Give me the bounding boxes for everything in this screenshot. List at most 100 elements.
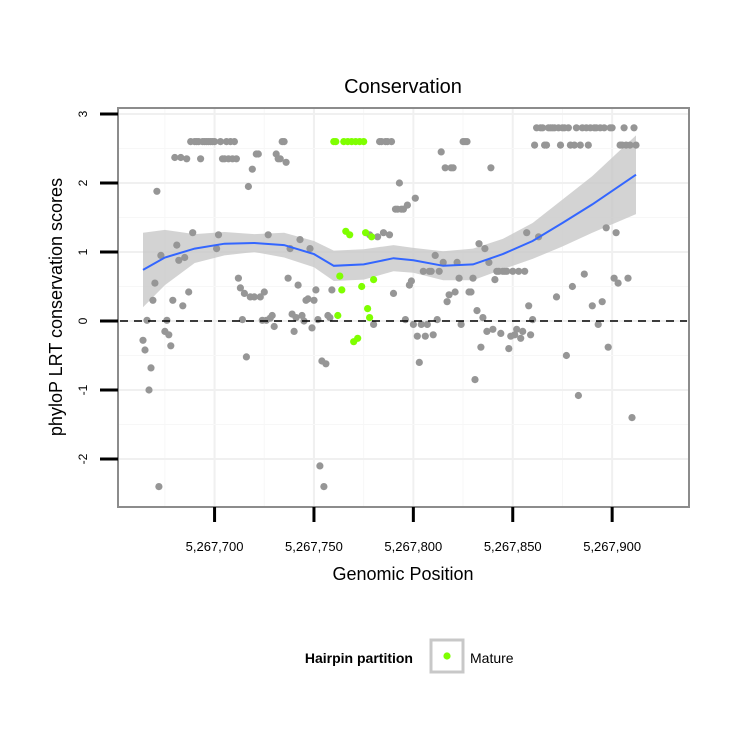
data-point-other (580, 270, 588, 278)
data-point-other (449, 164, 457, 172)
data-point-other (435, 267, 443, 275)
data-point-other (403, 201, 411, 209)
y-axis-label: phyloP LRT conservation scores (46, 178, 66, 436)
data-point-mature (362, 229, 370, 237)
data-point-other (511, 331, 519, 339)
data-point-other (407, 277, 415, 285)
data-point-mature (334, 311, 342, 320)
data-point-other (214, 231, 223, 239)
data-point-mature (364, 305, 372, 313)
data-point-other (485, 258, 493, 266)
data-point-other (475, 240, 483, 248)
data-point-other (308, 324, 316, 332)
data-point-other (427, 267, 435, 275)
data-point-other (280, 138, 288, 146)
data-point-other (624, 274, 632, 282)
data-point-other (179, 302, 187, 310)
legend-key-mature-point (443, 652, 451, 660)
legend: Hairpin partition Mature (305, 638, 514, 674)
x-tick-label: 5,267,800 (384, 539, 442, 554)
data-point-other (556, 141, 565, 149)
data-point-other (431, 251, 439, 259)
data-point-other (477, 343, 485, 351)
data-point-other (455, 274, 463, 282)
smooth-confidence-band (143, 135, 636, 308)
legend-title: Hairpin partition (305, 650, 413, 666)
data-point-other (260, 288, 268, 296)
data-point-other (620, 124, 628, 132)
data-point-other (320, 483, 328, 491)
data-point-other (505, 345, 513, 353)
data-point-other (487, 164, 495, 172)
data-point-other (419, 267, 427, 275)
data-point-other (519, 327, 527, 335)
data-point-other (463, 138, 471, 146)
data-point-other (415, 358, 423, 366)
data-point-mature (360, 138, 368, 146)
data-point-other (316, 462, 324, 470)
data-point-other (151, 279, 159, 287)
data-point-other (515, 267, 523, 275)
data-point-other (296, 236, 304, 244)
data-point-mature (336, 272, 344, 280)
chart-title: Conservation (344, 76, 462, 98)
data-point-other (443, 298, 451, 306)
data-point-other (473, 307, 481, 315)
data-point-other (451, 288, 459, 296)
x-tick-label: 5,267,850 (484, 539, 542, 554)
data-point-other (326, 314, 334, 322)
data-point-mature (338, 286, 346, 294)
data-point-other (604, 343, 612, 351)
data-point-other (481, 245, 489, 253)
data-point-other (189, 229, 197, 237)
data-point-other (525, 302, 533, 310)
data-point-other (276, 155, 284, 163)
plot-area: 5,267,700 5,267,750 5,267,800 5,267,850 5,26… (76, 107, 690, 554)
data-point-mature (366, 314, 374, 322)
data-point-other (306, 245, 314, 253)
data-point-other (594, 320, 602, 328)
data-point-other (244, 182, 252, 191)
y-tick-label: 3 (76, 110, 90, 117)
data-point-other (529, 316, 537, 324)
data-point-other (417, 320, 425, 328)
data-point-other (395, 179, 403, 187)
x-tick-label: 5,267,900 (583, 539, 641, 554)
data-point-other (139, 336, 147, 344)
data-point-other (562, 351, 571, 360)
y-tick-label: 2 (76, 179, 90, 186)
data-point-other (531, 141, 539, 149)
data-point-other (626, 141, 634, 149)
data-point-other (389, 289, 398, 297)
data-point-other (445, 291, 453, 299)
data-point-other (211, 138, 219, 146)
data-point-other (441, 164, 449, 172)
data-point-other (632, 141, 640, 149)
data-point-other (630, 124, 638, 132)
data-point-other (483, 327, 491, 335)
legend-label-mature: Mature (470, 650, 514, 666)
data-point-other (292, 314, 300, 322)
data-point-other (175, 256, 183, 264)
data-point-other (600, 124, 608, 132)
data-point-other (213, 245, 221, 253)
data-point-other (264, 231, 272, 239)
data-point-mature (346, 231, 354, 239)
data-point-other (409, 320, 417, 328)
data-point-other (167, 342, 175, 350)
data-point-other (183, 155, 191, 163)
data-point-other (177, 153, 185, 162)
data-point-other (254, 150, 262, 158)
data-point-other (149, 296, 157, 304)
data-point-other (141, 346, 149, 354)
data-point-other (542, 141, 551, 149)
data-point-other (588, 302, 596, 310)
data-point-other (147, 364, 155, 372)
data-point-other (387, 138, 396, 146)
data-point-other (610, 274, 618, 282)
x-axis-label: Genomic Position (332, 564, 473, 584)
data-point-other (429, 331, 437, 339)
data-point-other (181, 253, 189, 262)
data-point-other (294, 281, 302, 289)
y-tick-label: 0 (76, 317, 90, 324)
